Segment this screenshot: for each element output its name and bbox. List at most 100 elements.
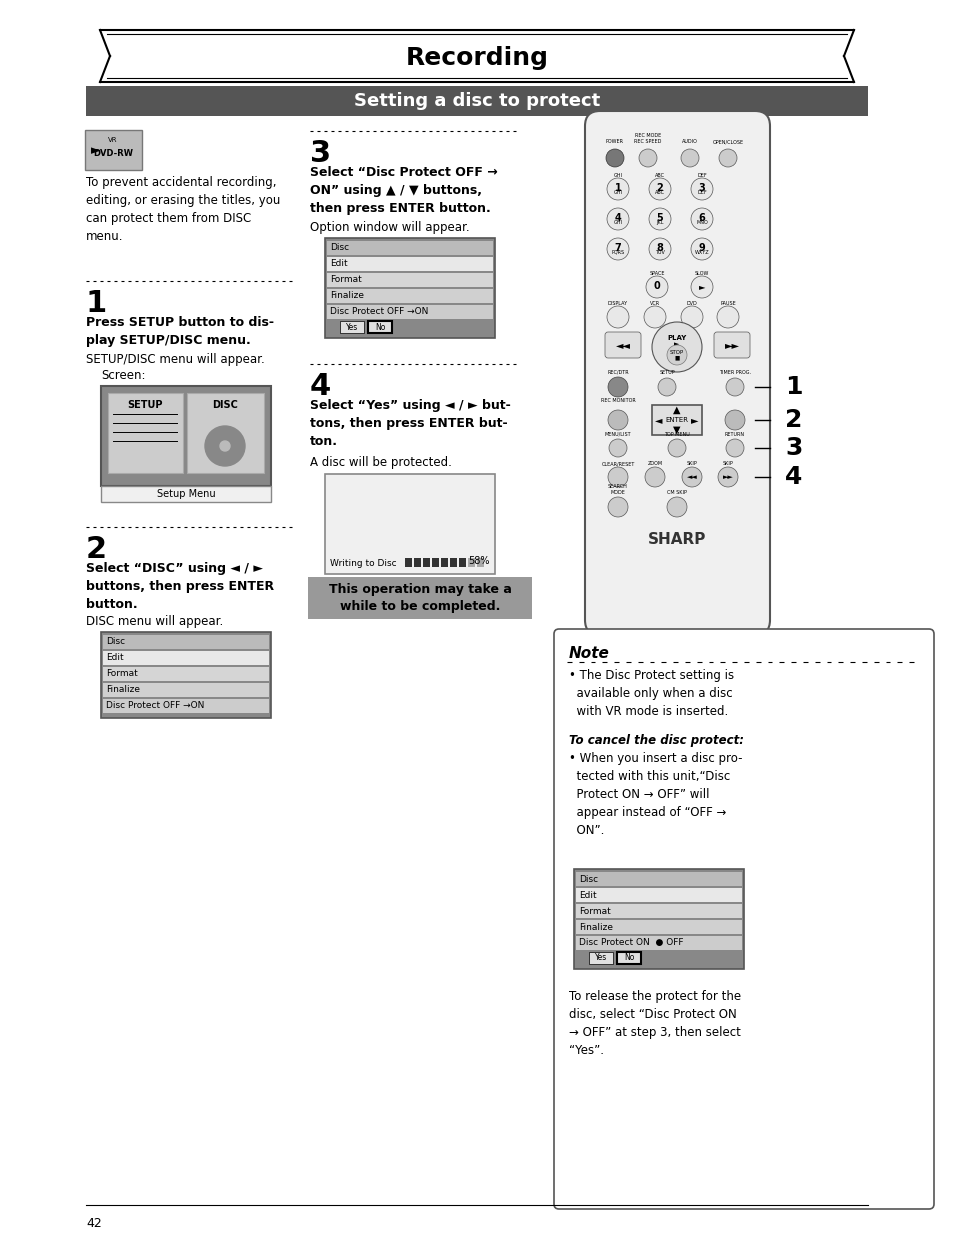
Text: DISC menu will appear.: DISC menu will appear.: [86, 615, 223, 629]
Text: PLAY
►: PLAY ►: [667, 335, 686, 347]
Circle shape: [690, 207, 712, 230]
Text: 3: 3: [698, 183, 704, 193]
Text: Format: Format: [106, 669, 137, 678]
Text: ABC: ABC: [655, 190, 664, 195]
Circle shape: [667, 438, 685, 457]
FancyBboxPatch shape: [574, 869, 743, 969]
Text: STOP
■: STOP ■: [669, 350, 683, 361]
Text: MNO: MNO: [696, 220, 707, 225]
FancyBboxPatch shape: [576, 888, 741, 902]
Text: CLEAR/RESET: CLEAR/RESET: [600, 461, 634, 466]
Circle shape: [690, 178, 712, 200]
Circle shape: [681, 467, 701, 487]
Text: TUV: TUV: [655, 249, 664, 254]
Text: Finalize: Finalize: [578, 923, 613, 931]
Text: ◄◄: ◄◄: [615, 340, 630, 350]
Circle shape: [725, 438, 743, 457]
Text: 4: 4: [784, 466, 801, 489]
Text: Press SETUP button to dis-
play SETUP/DISC menu.: Press SETUP button to dis- play SETUP/DI…: [86, 316, 274, 347]
FancyBboxPatch shape: [617, 952, 640, 965]
FancyBboxPatch shape: [327, 257, 493, 270]
Text: No: No: [375, 322, 385, 331]
FancyBboxPatch shape: [450, 558, 456, 567]
Text: JKL: JKL: [656, 220, 663, 225]
Text: WXYZ: WXYZ: [694, 249, 709, 254]
Text: Finalize: Finalize: [106, 685, 140, 694]
FancyBboxPatch shape: [576, 904, 741, 918]
FancyBboxPatch shape: [108, 393, 183, 473]
Text: Disc: Disc: [106, 637, 125, 646]
FancyBboxPatch shape: [584, 111, 769, 635]
Text: Disc: Disc: [578, 874, 598, 883]
Text: ►►: ►►: [721, 474, 733, 480]
Circle shape: [606, 207, 628, 230]
Text: REC MONITOR: REC MONITOR: [600, 398, 635, 403]
FancyBboxPatch shape: [327, 273, 493, 287]
FancyBboxPatch shape: [339, 321, 364, 333]
Text: Select “Yes” using ◄ / ► but-
tons, then press ENTER but-
ton.: Select “Yes” using ◄ / ► but- tons, then…: [310, 399, 510, 448]
Circle shape: [607, 467, 627, 487]
Text: SETUP/DISC menu will appear.: SETUP/DISC menu will appear.: [86, 353, 265, 366]
Circle shape: [666, 496, 686, 517]
Circle shape: [651, 322, 701, 372]
Text: TOP MENU: TOP MENU: [663, 432, 689, 437]
Text: POWER: POWER: [605, 140, 623, 144]
Text: PQRS: PQRS: [611, 249, 624, 254]
Text: Yes: Yes: [595, 953, 606, 962]
FancyBboxPatch shape: [327, 241, 493, 254]
Circle shape: [717, 306, 739, 329]
Text: Disc Protect OFF →ON: Disc Protect OFF →ON: [330, 308, 428, 316]
Circle shape: [607, 496, 627, 517]
Text: Setting a disc to protect: Setting a disc to protect: [354, 91, 599, 110]
Circle shape: [644, 467, 664, 487]
Text: REC/DTR: REC/DTR: [606, 370, 628, 375]
Circle shape: [607, 410, 627, 430]
Text: DVD-RW: DVD-RW: [92, 149, 132, 158]
Text: GHI: GHI: [613, 220, 622, 225]
Text: 42: 42: [86, 1216, 102, 1230]
Text: Setup Menu: Setup Menu: [156, 489, 215, 499]
Text: VCR: VCR: [649, 301, 659, 306]
Text: SKIP: SKIP: [686, 461, 697, 466]
Text: 6: 6: [698, 212, 704, 224]
Text: 4: 4: [614, 212, 620, 224]
FancyBboxPatch shape: [308, 577, 532, 619]
Text: 0: 0: [653, 282, 659, 291]
FancyBboxPatch shape: [576, 936, 741, 950]
Text: 8: 8: [656, 243, 662, 253]
Text: DEF: DEF: [697, 190, 706, 195]
Circle shape: [690, 238, 712, 261]
Text: SEARCH
MODE: SEARCH MODE: [607, 484, 627, 495]
Text: 2: 2: [784, 408, 801, 432]
FancyBboxPatch shape: [103, 667, 269, 680]
FancyBboxPatch shape: [554, 629, 933, 1209]
FancyBboxPatch shape: [422, 558, 430, 567]
Text: Edit: Edit: [578, 890, 596, 899]
Text: TIMER PROG.: TIMER PROG.: [719, 370, 750, 375]
Circle shape: [608, 438, 626, 457]
FancyBboxPatch shape: [103, 635, 269, 650]
FancyBboxPatch shape: [325, 238, 495, 338]
Text: 3: 3: [310, 140, 331, 168]
FancyBboxPatch shape: [85, 130, 142, 170]
Text: Note: Note: [568, 646, 609, 661]
FancyBboxPatch shape: [432, 558, 438, 567]
FancyBboxPatch shape: [576, 872, 741, 885]
Circle shape: [606, 178, 628, 200]
Text: GHI: GHI: [613, 190, 622, 195]
FancyBboxPatch shape: [103, 683, 269, 697]
Circle shape: [648, 207, 670, 230]
FancyBboxPatch shape: [476, 558, 483, 567]
Text: ZOOM: ZOOM: [647, 461, 662, 466]
Text: • When you insert a disc pro-
  tected with this unit,“Disc
  Protect ON → OFF” : • When you insert a disc pro- tected wit…: [568, 752, 741, 837]
Text: 4: 4: [310, 372, 331, 401]
Text: To cancel the disc protect:: To cancel the disc protect:: [568, 734, 743, 747]
Circle shape: [724, 410, 744, 430]
Text: 1: 1: [614, 183, 620, 193]
Text: 7: 7: [614, 243, 620, 253]
Text: 2: 2: [656, 183, 662, 193]
Circle shape: [718, 467, 738, 487]
Text: Disc Protect OFF →ON: Disc Protect OFF →ON: [106, 701, 204, 710]
Circle shape: [639, 149, 657, 167]
Text: REC MODE
REC SPEED: REC MODE REC SPEED: [634, 133, 661, 144]
